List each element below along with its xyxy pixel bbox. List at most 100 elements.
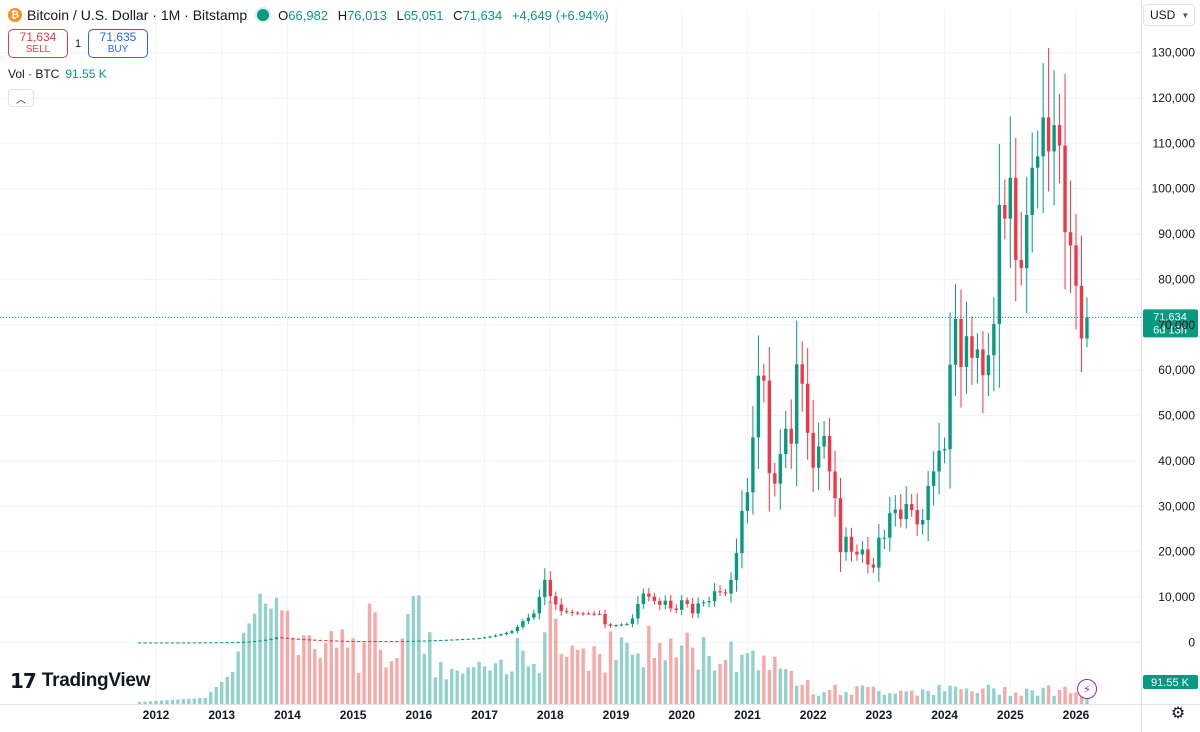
volume-bar — [718, 664, 722, 704]
volume-bar — [165, 700, 169, 704]
candle-body — [680, 600, 684, 610]
volume-bar — [762, 655, 766, 704]
candle-body — [784, 428, 788, 455]
candle-body — [860, 549, 865, 555]
candle-body — [181, 642, 186, 644]
market-status-icon[interactable] — [257, 9, 270, 21]
x-tick-label: 2024 — [931, 708, 958, 722]
buy-price: 71,635 — [99, 30, 137, 44]
volume-bar — [690, 647, 695, 704]
candle-body — [641, 593, 646, 604]
volume-bar — [395, 657, 399, 704]
candle-body — [296, 638, 301, 640]
volume-bar — [756, 670, 761, 704]
y-tick-label: 40,000 — [1158, 454, 1195, 468]
candle-body — [493, 635, 498, 637]
open-value: 66,982 — [288, 7, 329, 23]
candle-body — [756, 375, 761, 438]
volume-bar — [899, 690, 903, 704]
volume-bar — [176, 699, 180, 704]
candle-body — [400, 641, 405, 643]
collapse-legend-button[interactable]: ︿ — [8, 89, 34, 107]
volume-bar — [685, 632, 689, 704]
volume-bar — [1068, 693, 1073, 704]
candle-body — [274, 637, 279, 639]
y-tick-label: 130,000 — [1152, 46, 1196, 60]
volume-legend[interactable]: Vol · BTC 91.55 K — [8, 67, 107, 81]
candle-body — [669, 600, 673, 609]
symbol-title[interactable]: Bitcoin / U.S. Dollar · 1M · Bitstamp — [27, 7, 248, 23]
candle-body — [904, 504, 908, 520]
tradingview-logo[interactable]: 17 TradingView — [10, 669, 150, 693]
candle-body — [942, 449, 947, 451]
volume-bar — [844, 692, 848, 704]
volume-bar — [838, 695, 843, 704]
volume-bar — [959, 689, 963, 704]
candle-body — [751, 437, 755, 493]
candle-body — [340, 640, 344, 642]
candle-body — [953, 318, 958, 365]
low-label: L — [396, 7, 404, 23]
candle-body — [581, 613, 585, 615]
volume-bar — [324, 643, 328, 704]
sell-price: 71,634 — [19, 30, 57, 44]
candle-body — [1057, 125, 1062, 146]
candle-body — [203, 642, 207, 644]
candle-body — [888, 513, 892, 538]
x-tick-label: 2023 — [866, 708, 893, 722]
volume-bar — [181, 699, 186, 704]
volume-bar — [669, 638, 673, 704]
close-value: 71,634 — [462, 7, 503, 23]
candle-body — [428, 640, 432, 642]
volume-bar — [411, 595, 416, 704]
volume-bar — [614, 660, 618, 704]
volume-bar — [252, 613, 257, 704]
candle-body — [1068, 232, 1073, 246]
x-tick-label: 2017 — [471, 708, 498, 722]
volume-bar — [1019, 695, 1023, 704]
candle-body — [236, 641, 240, 643]
volume-bar — [707, 656, 711, 704]
volume-bar — [1074, 692, 1078, 704]
volume-bar — [789, 670, 793, 704]
gear-icon[interactable]: ⚙ — [1170, 705, 1186, 722]
close-label: C — [453, 7, 463, 23]
sell-button[interactable]: 71,634 SELL — [8, 29, 68, 58]
candle-body — [1003, 204, 1007, 219]
symbol-header: ₿ Bitcoin / U.S. Dollar · 1M · Bitstamp … — [8, 5, 615, 25]
volume-bar — [860, 685, 865, 704]
currency-selector[interactable]: USD ▼ — [1143, 4, 1195, 26]
candle-body — [269, 638, 273, 640]
volume-bar — [493, 663, 498, 704]
candle-body — [723, 592, 728, 594]
candle-body — [778, 454, 782, 484]
x-tick-label: 2015 — [340, 708, 367, 722]
volume-bar — [521, 650, 525, 704]
volume-bar — [356, 672, 361, 704]
volume-bar — [460, 673, 465, 704]
volume-bar — [159, 700, 164, 704]
candle-body — [230, 642, 235, 644]
volume-bar — [225, 677, 229, 704]
candle-body — [805, 383, 810, 433]
current-price-label: 71,634 — [1153, 311, 1187, 323]
volume-bar — [608, 631, 613, 704]
candle-body — [521, 621, 525, 627]
flash-icon[interactable]: ⚡ — [1077, 679, 1097, 699]
volume-bar — [548, 601, 552, 704]
volume-bar — [554, 618, 558, 704]
volume-bar — [422, 653, 427, 704]
low-value: 65,051 — [403, 7, 444, 23]
candle-body — [285, 637, 290, 639]
candle-body — [324, 640, 328, 642]
volume-bar — [904, 691, 908, 704]
x-tick-label: 2014 — [274, 708, 301, 722]
volume-bar — [833, 684, 837, 704]
buy-button[interactable]: 71,635 BUY — [88, 29, 148, 58]
volume-bar — [970, 691, 974, 704]
candle-body — [981, 349, 985, 376]
candle-body — [170, 642, 175, 644]
candle-body — [964, 336, 969, 368]
volume-bar — [526, 666, 531, 704]
